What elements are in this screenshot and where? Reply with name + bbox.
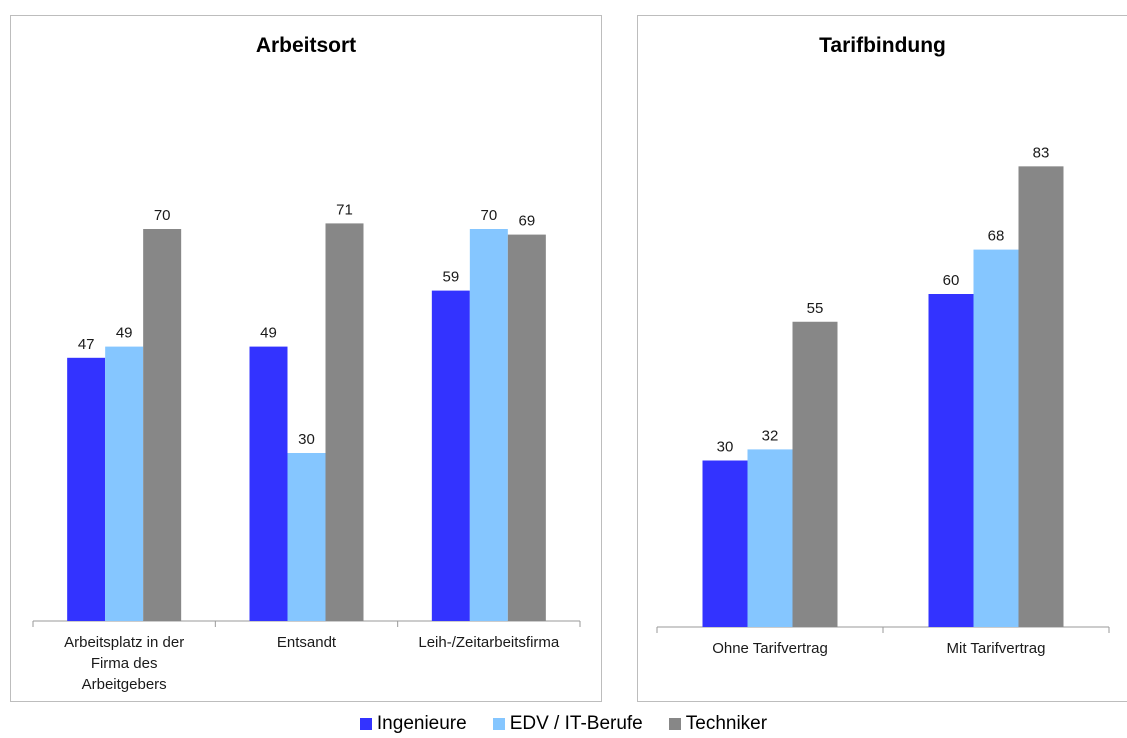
bar-chart-tarifbindung: 30 32 55 Ohne Tarifvertrag 60 68 83 Mit Tarifve… bbox=[656, 144, 1110, 657]
legend-item: Techniker bbox=[668, 713, 768, 735]
data-label: 47 bbox=[78, 336, 95, 353]
bar bbox=[143, 229, 182, 621]
bar bbox=[469, 229, 508, 621]
data-label: 49 bbox=[116, 325, 133, 342]
category-label-line: Leih-/Zeitarbeitsfirma bbox=[418, 634, 560, 651]
chart-title: Tarifbindung bbox=[819, 34, 946, 57]
bar bbox=[249, 346, 288, 621]
data-label: 30 bbox=[717, 439, 734, 456]
legend-swatch bbox=[492, 718, 505, 730]
data-label: 49 bbox=[260, 325, 277, 342]
bar bbox=[973, 249, 1019, 627]
legend-label: Techniker bbox=[685, 713, 768, 734]
data-label: 60 bbox=[943, 272, 960, 289]
bar bbox=[325, 223, 364, 621]
legend-label: Ingenieure bbox=[376, 713, 467, 734]
legend-swatch bbox=[359, 718, 372, 730]
legend: Ingenieure EDV / IT-Berufe Techniker bbox=[0, 712, 1127, 736]
data-label: 71 bbox=[336, 201, 353, 218]
bar bbox=[747, 449, 793, 627]
bar bbox=[702, 460, 748, 627]
bar bbox=[928, 294, 974, 627]
data-label: 69 bbox=[518, 213, 535, 230]
category-label: Ohne Tarifvertrag bbox=[712, 640, 828, 657]
data-label: 70 bbox=[154, 207, 171, 224]
data-label: 59 bbox=[442, 269, 459, 286]
bar bbox=[287, 453, 326, 621]
bar bbox=[431, 290, 470, 621]
chart-panel-tarifbindung: Tarifbindung 30 32 55 Ohne Tarifvertrag 60 68… bbox=[637, 15, 1127, 702]
chart-panel-arbeitsort: Arbeitsort 47 49 70 Arbeitsplatz in der Firm… bbox=[10, 15, 602, 702]
category-label-line: Ohne Tarifvertrag bbox=[712, 640, 828, 657]
category-label-line: Mit Tarifvertrag bbox=[947, 640, 1046, 657]
legend-item: Ingenieure bbox=[359, 713, 467, 735]
data-label: 30 bbox=[298, 431, 315, 448]
category-label-line: Arbeitgebers bbox=[82, 676, 167, 693]
data-label: 68 bbox=[988, 228, 1005, 245]
legend-swatch bbox=[668, 718, 681, 730]
category-label-line: Arbeitsplatz in der bbox=[64, 634, 184, 651]
legend-label: EDV / IT-Berufe bbox=[509, 713, 643, 734]
bar bbox=[105, 346, 144, 621]
data-label: 32 bbox=[762, 427, 779, 444]
category-label: Arbeitsplatz in der Firma des Arbeitgebers bbox=[64, 634, 184, 693]
bar bbox=[507, 234, 546, 621]
category-label-line: Firma des bbox=[91, 655, 158, 672]
bar bbox=[67, 357, 106, 621]
bar bbox=[792, 321, 838, 627]
data-label: 55 bbox=[807, 300, 824, 317]
category-label: Entsandt bbox=[277, 634, 337, 651]
chart-title: Arbeitsort bbox=[255, 34, 357, 57]
category-label-line: Entsandt bbox=[277, 634, 337, 651]
category-label: Mit Tarifvertrag bbox=[947, 640, 1046, 657]
category-label: Leih-/Zeitarbeitsfirma bbox=[418, 634, 560, 651]
legend-item: EDV / IT-Berufe bbox=[492, 713, 643, 735]
data-label: 70 bbox=[480, 207, 497, 224]
data-label: 83 bbox=[1033, 144, 1050, 161]
bar bbox=[1018, 166, 1064, 627]
